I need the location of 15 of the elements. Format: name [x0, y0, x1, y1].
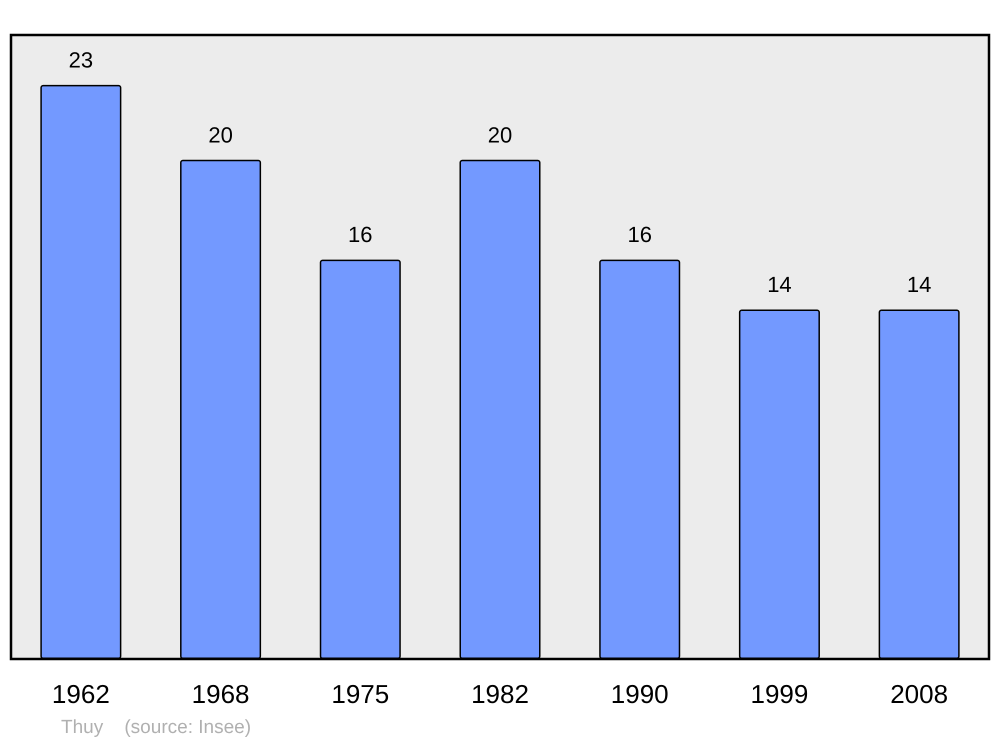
- x-tick-label: 1975: [331, 679, 390, 709]
- x-tick-label: 1982: [471, 679, 529, 709]
- data-label: 23: [68, 47, 94, 72]
- data-label: 14: [767, 272, 792, 298]
- text: Thuy (source: Insee): [61, 717, 252, 738]
- data-label: 16: [348, 222, 373, 248]
- x-tick-label: 1990: [610, 679, 669, 709]
- data-label: 16: [627, 222, 652, 248]
- x-tick-label: 1968: [192, 679, 250, 709]
- x-tick-label: 1999: [750, 679, 808, 709]
- data-label: 20: [208, 122, 233, 148]
- x-tick-label: 1962: [52, 679, 110, 709]
- x-tick-label: 2008: [890, 679, 948, 709]
- data-label: 14: [906, 272, 932, 298]
- data-label: 20: [488, 122, 512, 148]
